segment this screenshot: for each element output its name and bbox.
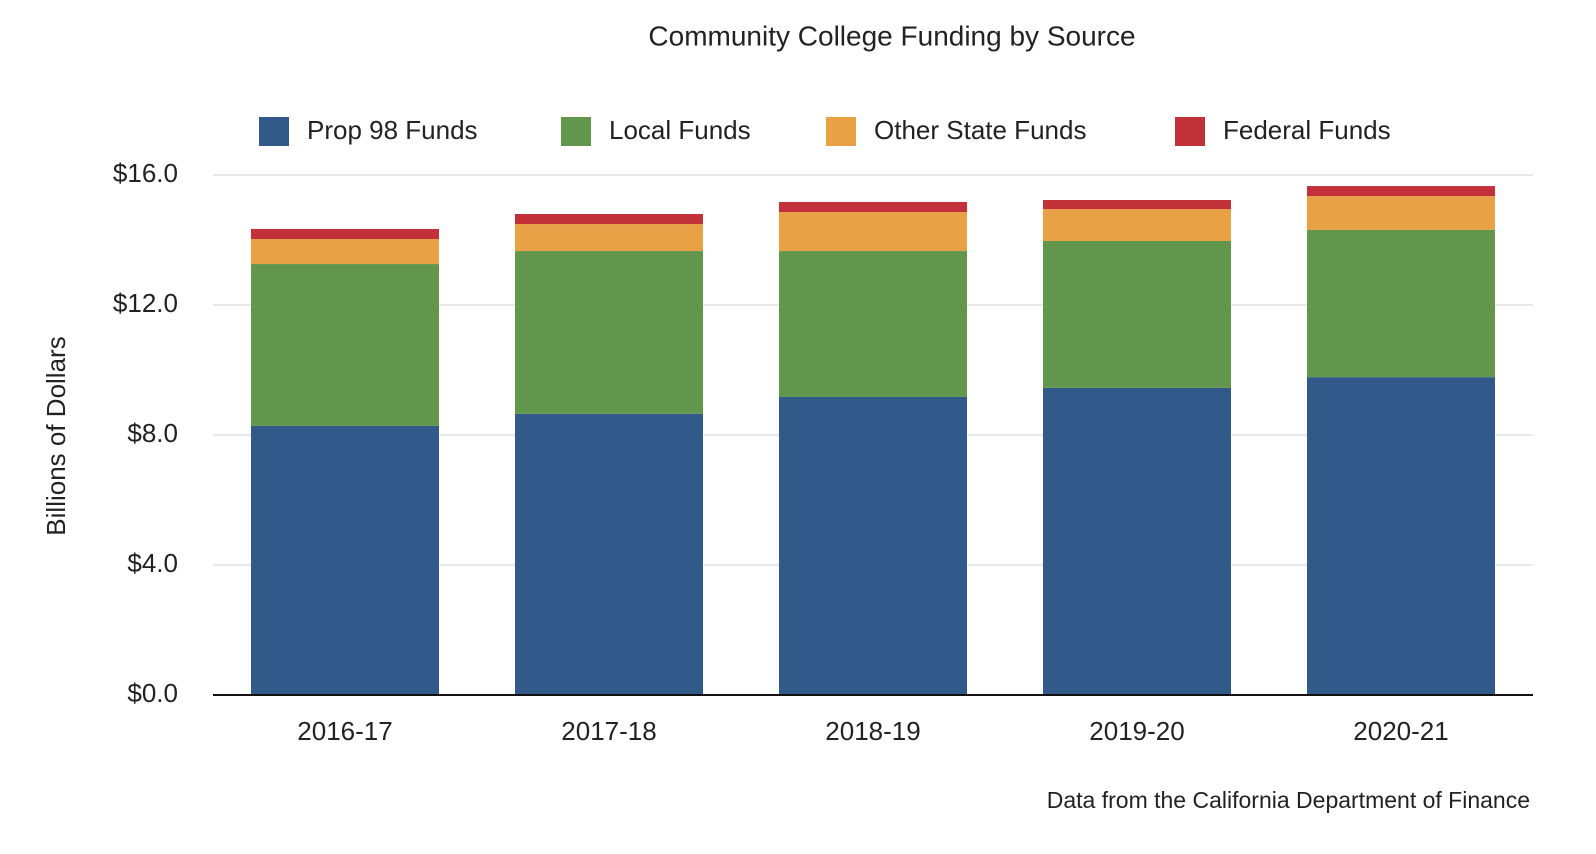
legend-swatch — [826, 117, 856, 146]
y-tick-label: $4.0 — [127, 548, 178, 578]
bar-segment — [1043, 209, 1231, 241]
bar-segment — [1307, 229, 1495, 378]
legend-label: Local Funds — [609, 115, 751, 145]
bar-segment — [515, 251, 703, 414]
bar-segment — [251, 239, 439, 265]
x-tick-label: 2016-17 — [297, 716, 392, 746]
y-axis-label: Billions of Dollars — [41, 336, 71, 535]
bar-segment — [251, 228, 439, 240]
x-tick-label: 2020-21 — [1353, 716, 1448, 746]
x-tick-label: 2019-20 — [1089, 716, 1184, 746]
legend-label: Other State Funds — [874, 115, 1086, 145]
bar-segment — [515, 413, 703, 695]
x-tick-label: 2017-18 — [561, 716, 656, 746]
chart-title: Community College Funding by Source — [648, 20, 1135, 51]
y-tick-label: $16.0 — [113, 158, 178, 188]
bar-segment — [1043, 200, 1231, 210]
y-tick-label: $0.0 — [127, 678, 178, 708]
legend-label: Prop 98 Funds — [307, 115, 478, 145]
bar-segment — [779, 251, 967, 397]
bar-segment — [251, 264, 439, 426]
y-tick-label: $8.0 — [127, 418, 178, 448]
bar-segment — [1307, 196, 1495, 230]
bar-segment — [779, 212, 967, 252]
legend-label: Federal Funds — [1223, 115, 1391, 145]
bar-segment — [1043, 387, 1231, 695]
bar-segment — [779, 201, 967, 213]
bar-segment — [1307, 186, 1495, 197]
legend-swatch — [259, 117, 289, 146]
source-note: Data from the California Department of F… — [1047, 787, 1530, 813]
x-tick-label: 2018-19 — [825, 716, 920, 746]
y-tick-label: $12.0 — [113, 288, 178, 318]
bar-segment — [251, 425, 439, 695]
legend-swatch — [1175, 117, 1205, 146]
bar-segment — [515, 224, 703, 252]
legend-swatch — [561, 117, 591, 146]
bar-segment — [1043, 240, 1231, 388]
bar-segment — [1307, 377, 1495, 695]
bar-segment — [515, 214, 703, 225]
bar-segment — [779, 396, 967, 695]
